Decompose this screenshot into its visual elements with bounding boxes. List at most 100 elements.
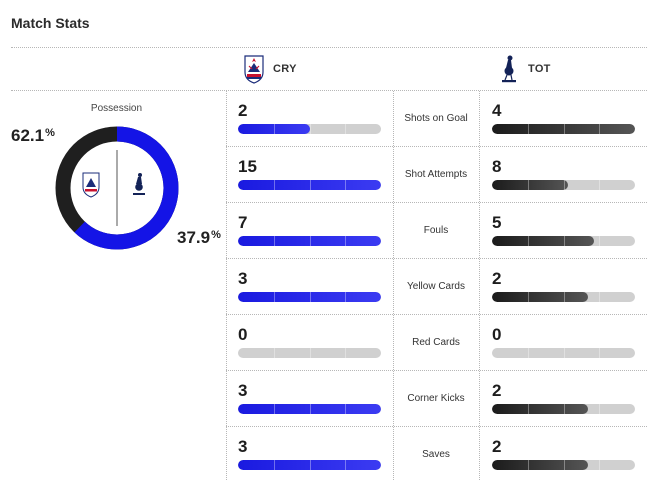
stat-label: Shot Attempts — [404, 169, 468, 180]
header-divider — [11, 47, 647, 48]
bar-segment-tick — [309, 404, 311, 414]
bar-segment-tick — [563, 404, 565, 414]
away-stat-value: 5 — [492, 213, 502, 232]
home-stat-value: 3 — [238, 269, 248, 288]
home-stat-bar-fill — [238, 124, 310, 134]
stat-label: Saves — [422, 449, 450, 460]
home-team-abbr: CRY — [273, 63, 297, 75]
home-stat-bar — [238, 348, 381, 358]
bar-segment-tick — [527, 348, 529, 358]
possession-label: Possession — [90, 103, 143, 114]
home-stat-bar — [238, 404, 381, 414]
home-stat-value: 3 — [238, 437, 248, 456]
away-stat-bar — [492, 348, 635, 358]
stat-label: Corner Kicks — [407, 393, 465, 404]
away-stat-bar-fill — [492, 236, 594, 246]
bar-segment-tick — [345, 404, 347, 414]
away-stat-bar-fill — [492, 404, 588, 414]
away-stat-value: 4 — [492, 101, 502, 120]
home-team-header: CRY — [243, 54, 297, 84]
bar-segment-tick — [527, 292, 529, 302]
bar-segment-tick — [527, 180, 529, 190]
stat-label: Red Cards — [412, 337, 460, 348]
stat-label: Yellow Cards — [407, 281, 465, 292]
bar-segment-tick — [599, 460, 601, 470]
home-stat-bar — [238, 236, 381, 246]
bar-segment-tick — [563, 124, 565, 134]
row-divider — [226, 426, 647, 427]
bar-segment-tick — [309, 292, 311, 302]
stat-label: Fouls — [423, 225, 449, 236]
home-stat-value: 3 — [238, 381, 248, 400]
away-stat-bar-fill — [492, 180, 568, 190]
bar-segment-tick — [273, 180, 275, 190]
bar-segment-tick — [563, 236, 565, 246]
away-stat-bar — [492, 180, 635, 190]
away-stat-bar — [492, 404, 635, 414]
away-stat-value: 0 — [492, 325, 502, 344]
team-header-divider — [11, 90, 647, 91]
row-divider — [226, 202, 647, 203]
home-stat-value: 7 — [238, 213, 248, 232]
bar-segment-tick — [563, 292, 565, 302]
bar-segment-tick — [599, 292, 601, 302]
bar-segment-tick — [345, 124, 347, 134]
bar-segment-tick — [527, 236, 529, 246]
bar-segment-tick — [527, 460, 529, 470]
away-stat-value: 2 — [492, 437, 502, 456]
column-divider-mid-left — [393, 91, 394, 480]
bar-segment-tick — [309, 124, 311, 134]
home-stat-bar-fill — [238, 292, 381, 302]
row-divider — [226, 146, 647, 147]
away-stat-bar — [492, 124, 635, 134]
possession-donut-chart — [55, 126, 179, 250]
bar-segment-tick — [527, 124, 529, 134]
home-stat-bar-fill — [238, 236, 381, 246]
away-stat-bar — [492, 236, 635, 246]
bar-segment-tick — [273, 404, 275, 414]
away-team-header: TOT — [498, 54, 551, 84]
away-possession-value: 37.9% — [177, 228, 221, 247]
bar-segment-tick — [563, 348, 565, 358]
home-stat-value: 15 — [238, 157, 257, 176]
row-divider — [226, 370, 647, 371]
away-stat-bar-fill — [492, 460, 588, 470]
bar-segment-tick — [273, 460, 275, 470]
away-stat-bar — [492, 460, 635, 470]
bar-segment-tick — [599, 236, 601, 246]
tottenham-crest-icon — [502, 55, 516, 83]
home-possession-arc — [55, 126, 179, 250]
away-team-abbr: TOT — [528, 63, 551, 75]
bar-segment-tick — [345, 348, 347, 358]
bar-segment-tick — [273, 292, 275, 302]
away-stat-bar-fill — [492, 292, 588, 302]
home-stat-bar — [238, 460, 381, 470]
home-stat-bar-fill — [238, 180, 381, 190]
bar-segment-tick — [345, 292, 347, 302]
away-stat-value: 8 — [492, 157, 502, 176]
home-possession-value: 62.1% — [11, 126, 55, 145]
bar-segment-tick — [273, 236, 275, 246]
bar-segment-tick — [309, 348, 311, 358]
home-stat-value: 0 — [238, 325, 248, 344]
column-divider-mid-right — [479, 91, 480, 480]
bar-segment-tick — [345, 236, 347, 246]
home-stat-bar-fill — [238, 404, 381, 414]
away-stat-value: 2 — [492, 269, 502, 288]
bar-segment-tick — [563, 180, 565, 190]
bar-segment-tick — [345, 180, 347, 190]
bar-segment-tick — [309, 236, 311, 246]
bar-segment-tick — [563, 460, 565, 470]
bar-segment-tick — [527, 404, 529, 414]
away-stat-bar — [492, 292, 635, 302]
bar-segment-tick — [599, 404, 601, 414]
crystal-palace-crest-small-icon — [82, 172, 100, 198]
column-divider-left — [226, 91, 227, 480]
bar-segment-tick — [599, 348, 601, 358]
stat-label: Shots on Goal — [404, 113, 468, 124]
row-divider — [226, 258, 647, 259]
home-stat-value: 2 — [238, 101, 248, 120]
home-stat-bar — [238, 292, 381, 302]
away-stat-bar-fill — [492, 124, 635, 134]
bar-segment-tick — [273, 348, 275, 358]
